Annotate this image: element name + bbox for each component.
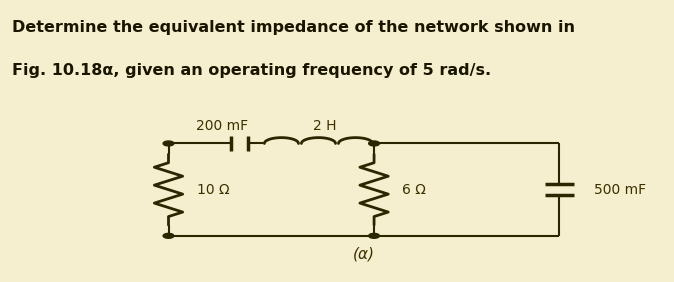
Circle shape <box>163 141 174 146</box>
Text: 6 Ω: 6 Ω <box>402 183 426 197</box>
Text: (α): (α) <box>353 247 375 262</box>
Text: Fig. 10.18α, given an operating frequency of 5 rad/s.: Fig. 10.18α, given an operating frequenc… <box>12 63 491 78</box>
Circle shape <box>163 233 174 238</box>
Text: 2 H: 2 H <box>313 119 337 133</box>
Text: 200 mF: 200 mF <box>196 119 249 133</box>
Circle shape <box>369 233 379 238</box>
Text: Determine the equivalent impedance of the network shown in: Determine the equivalent impedance of th… <box>12 20 575 35</box>
Text: 10 Ω: 10 Ω <box>197 183 229 197</box>
Circle shape <box>369 141 379 146</box>
Text: 500 mF: 500 mF <box>594 183 646 197</box>
